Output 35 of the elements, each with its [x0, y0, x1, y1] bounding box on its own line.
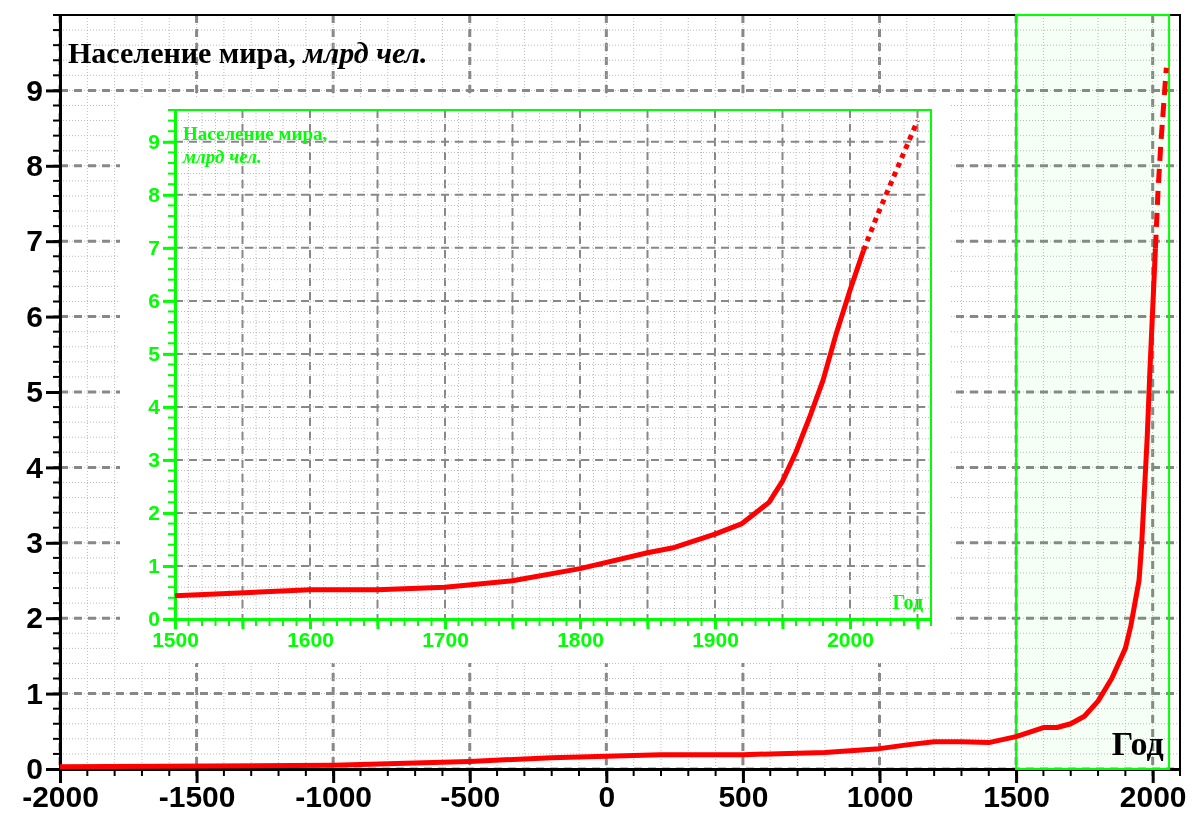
y-tick-label: 6: [26, 299, 43, 333]
y-tick-label: 9: [148, 130, 160, 154]
x-tick-label: 2000: [1119, 780, 1187, 814]
y-tick-label: 1: [26, 676, 43, 710]
y-tick-label: 3: [26, 525, 43, 559]
y-tick-label: 7: [148, 236, 160, 260]
x-tick-label: 1700: [422, 627, 469, 651]
x-tick-label: 1900: [692, 627, 739, 651]
y-tick-label: 4: [26, 450, 44, 484]
y-tick-label: 2: [26, 601, 43, 635]
y-tick-label: 5: [148, 342, 161, 366]
y-tick-label: 3: [148, 448, 160, 472]
y-tick-label: 5: [26, 375, 43, 409]
x-tick-label: 1600: [287, 627, 334, 651]
x-tick-label: 1800: [557, 627, 604, 651]
y-tick-label: 8: [148, 183, 161, 207]
y-tick-label: 9: [26, 73, 43, 107]
y-tick-label: 6: [148, 289, 160, 313]
text: Население мира, млрд чел.: [182, 123, 328, 167]
text: Население мира, млрд чел.: [68, 36, 428, 69]
x-axis-title: Год: [892, 591, 923, 613]
x-tick-label: -1500: [158, 780, 236, 814]
x-tick-label: 2000: [827, 627, 874, 651]
x-tick-label: -500: [440, 780, 501, 814]
y-tick-label: 8: [26, 148, 43, 182]
x-tick-label: 1000: [846, 780, 914, 814]
y-tick-label: 1: [148, 554, 161, 578]
x-tick-label: 1500: [983, 780, 1050, 814]
y-tick-label: 2: [148, 501, 160, 525]
y-tick-label: 4: [148, 395, 161, 419]
x-tick-label: -1000: [295, 780, 373, 814]
x-axis-title: Год: [1111, 725, 1164, 762]
y-tick-label: 7: [26, 224, 43, 258]
x-tick-label: 0: [598, 780, 616, 814]
x-tick-label: 500: [718, 780, 769, 814]
